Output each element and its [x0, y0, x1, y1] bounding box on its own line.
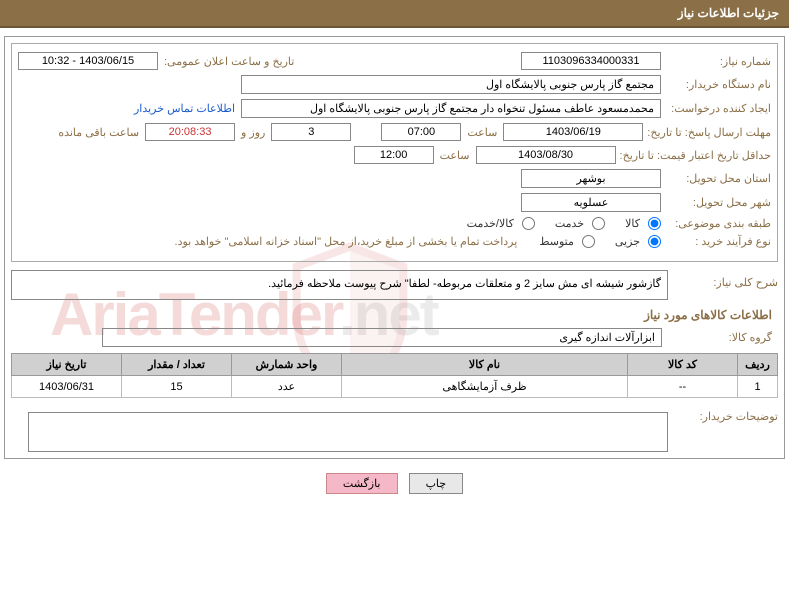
back-button[interactable]: بازگشت [326, 473, 398, 494]
contact-link[interactable]: اطلاعات تماس خریدار [134, 102, 241, 115]
province-label: استان محل تحویل: [661, 172, 771, 185]
radio-medium[interactable] [582, 235, 595, 248]
req-no-value: 1103096334000331 [521, 52, 661, 70]
buyer-notes-label: توضیحات خریدار: [668, 406, 778, 423]
remaining-label: ساعت باقی مانده [52, 126, 145, 139]
days-remaining: 3 [271, 123, 351, 141]
category-label: طبقه بندی موضوعی: [661, 217, 771, 230]
validity-time: 12:00 [354, 146, 434, 164]
cell-unit: عدد [232, 376, 342, 398]
city-label: شهر محل تحویل: [661, 196, 771, 209]
page-title: جزئیات اطلاعات نیاز [0, 0, 789, 28]
req-no-label: شماره نیاز: [661, 55, 771, 68]
print-button[interactable]: چاپ [409, 473, 464, 494]
announce-label: تاریخ و ساعت اعلان عمومی: [158, 55, 300, 68]
buyer-org-value: مجتمع گاز پارس جنوبی پالایشگاه اول [241, 75, 661, 94]
details-section: شماره نیاز: 1103096334000331 تاریخ و ساع… [11, 43, 778, 262]
radio-both[interactable] [522, 217, 535, 230]
th-unit: واحد شمارش [232, 354, 342, 376]
requester-value: محمدمسعود عاطف مسئول تنخواه دار مجتمع گا… [241, 99, 661, 118]
goods-table: ردیف کد کالا نام کالا واحد شمارش تعداد /… [11, 353, 778, 398]
deadline-label: مهلت ارسال پاسخ: تا تاریخ: [643, 126, 771, 139]
announce-value: 1403/06/15 - 10:32 [18, 52, 158, 70]
deadline-date: 1403/06/19 [503, 123, 643, 141]
time-remaining: 20:08:33 [145, 123, 235, 141]
radio-partial-label: جزیی [615, 235, 640, 248]
table-row: 1 -- ظرف آزمایشگاهی عدد 15 1403/06/31 [12, 376, 778, 398]
group-label: گروه کالا: [662, 331, 772, 344]
days-label: روز و [235, 126, 271, 139]
time-label-2: ساعت [434, 149, 476, 162]
buytype-label: نوع فرآیند خرید : [661, 235, 771, 248]
buyer-notes-box [28, 412, 668, 452]
buyer-org-label: نام دستگاه خریدار: [661, 78, 771, 91]
desc-label: شرح کلی نیاز: [668, 270, 778, 289]
th-date: تاریخ نیاز [12, 354, 122, 376]
main-frame: شماره نیاز: 1103096334000331 تاریخ و ساع… [4, 36, 785, 459]
validity-date: 1403/08/30 [476, 146, 616, 164]
city-value: عسلویه [521, 193, 661, 212]
radio-partial[interactable] [648, 235, 661, 248]
th-code: کد کالا [628, 354, 738, 376]
footer-buttons: چاپ بازگشت [0, 463, 789, 504]
cell-code: -- [628, 376, 738, 398]
radio-medium-label: متوسط [539, 235, 574, 248]
cell-qty: 15 [122, 376, 232, 398]
deadline-time: 07:00 [381, 123, 461, 141]
cell-date: 1403/06/31 [12, 376, 122, 398]
th-row: ردیف [738, 354, 778, 376]
desc-box: گازشور شیشه ای مش سایز 2 و متعلقات مربوط… [11, 270, 668, 300]
radio-goods[interactable] [648, 217, 661, 230]
radio-both-label: کالا/خدمت [467, 217, 514, 230]
cell-row: 1 [738, 376, 778, 398]
province-value: بوشهر [521, 169, 661, 188]
time-label-1: ساعت [461, 126, 503, 139]
goods-info-title: اطلاعات کالاهای مورد نیاز [17, 308, 772, 322]
th-name: نام کالا [342, 354, 628, 376]
radio-service-label: خدمت [555, 217, 584, 230]
th-qty: تعداد / مقدار [122, 354, 232, 376]
payment-note: پرداخت تمام یا بخشی از مبلغ خرید،از محل … [175, 235, 528, 248]
radio-goods-label: کالا [625, 217, 640, 230]
requester-label: ایجاد کننده درخواست: [661, 102, 771, 115]
radio-service[interactable] [592, 217, 605, 230]
group-value: ابزارآلات اندازه گیری [102, 328, 662, 347]
cell-name: ظرف آزمایشگاهی [342, 376, 628, 398]
validity-label: حداقل تاریخ اعتبار قیمت: تا تاریخ: [616, 149, 771, 162]
